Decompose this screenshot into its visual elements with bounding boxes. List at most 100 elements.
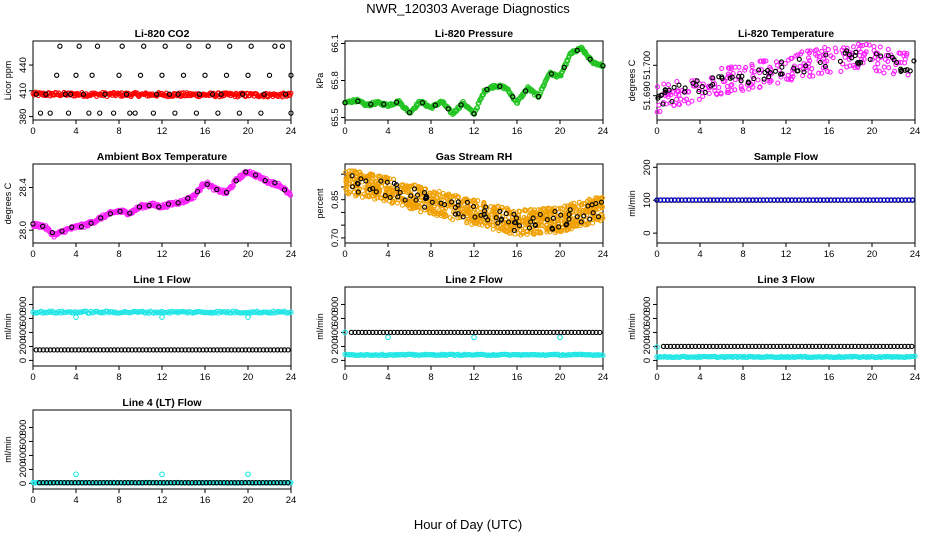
- data-point: [685, 100, 691, 106]
- data-point: [665, 82, 672, 88]
- data-point: [519, 329, 525, 336]
- data-point: [806, 343, 812, 350]
- data-point: [411, 186, 418, 192]
- x-tick-label: 16: [824, 126, 835, 137]
- data-point: [778, 59, 785, 65]
- data-point: [587, 216, 593, 222]
- data-point: [880, 343, 887, 350]
- data-point: [881, 70, 887, 76]
- data-point: [809, 343, 816, 350]
- data-point: [727, 75, 733, 81]
- data-point: [369, 179, 376, 185]
- data-point: [86, 347, 93, 353]
- data-point: [681, 98, 687, 104]
- y-tick-label: 400: [18, 325, 29, 341]
- x-tick-label: 8: [740, 126, 745, 137]
- series-1: [342, 44, 606, 117]
- data-point: [391, 329, 397, 336]
- data-point: [574, 214, 580, 220]
- data-point: [550, 226, 556, 232]
- data-point: [758, 67, 764, 73]
- data-point: [848, 343, 855, 350]
- data-point: [185, 195, 191, 201]
- x-tick-label: 0: [30, 249, 35, 260]
- data-point: [682, 197, 689, 203]
- data-point: [444, 202, 450, 208]
- data-point: [521, 215, 527, 221]
- data-point: [870, 343, 876, 350]
- data-point: [408, 193, 414, 199]
- data-point: [742, 67, 748, 73]
- data-point: [218, 347, 224, 353]
- data-point: [898, 343, 904, 350]
- data-point: [746, 197, 752, 203]
- y-tick-label: 400: [642, 325, 653, 341]
- data-point: [552, 208, 558, 215]
- data-point: [902, 197, 908, 203]
- data-point: [522, 88, 529, 94]
- data-point: [878, 53, 884, 59]
- data-point: [271, 347, 277, 353]
- data-point: [884, 343, 890, 350]
- data-point: [885, 53, 891, 59]
- data-point: [696, 89, 702, 95]
- data-point: [278, 347, 284, 353]
- data-point: [700, 197, 706, 203]
- x-tick-label: 24: [286, 495, 297, 506]
- data-point: [412, 204, 419, 210]
- data-point: [578, 202, 584, 208]
- data-point: [559, 212, 566, 218]
- data-point: [132, 347, 139, 353]
- data-point: [406, 109, 413, 116]
- data-point: [571, 200, 577, 206]
- data-point: [107, 211, 114, 217]
- data-point: [382, 193, 388, 199]
- data-point: [673, 91, 679, 97]
- data-point: [233, 178, 239, 184]
- x-tick-label: 16: [512, 249, 523, 260]
- data-point: [595, 214, 602, 220]
- data-point: [789, 55, 795, 61]
- data-point: [696, 87, 702, 93]
- data-point: [696, 197, 703, 203]
- x-tick-label: 20: [555, 126, 566, 137]
- plot-frame: [32, 40, 292, 121]
- x-tick-label: 16: [200, 495, 211, 506]
- data-point: [707, 197, 713, 203]
- data-point: [375, 173, 381, 179]
- data-point: [578, 219, 584, 225]
- data-point: [186, 347, 192, 353]
- data-point: [69, 224, 75, 230]
- data-point: [391, 180, 397, 186]
- data-point: [506, 219, 512, 225]
- data-point: [495, 220, 501, 226]
- data-point: [249, 347, 256, 353]
- data-point: [558, 329, 564, 336]
- data-point: [359, 329, 365, 336]
- data-point: [164, 347, 171, 353]
- data-point: [419, 329, 426, 336]
- data-point: [706, 343, 713, 350]
- x-tick-label: 24: [286, 372, 297, 383]
- series-1: [342, 329, 606, 359]
- data-point: [845, 343, 851, 350]
- data-point: [731, 343, 738, 350]
- data-point: [395, 194, 401, 200]
- data-point: [196, 347, 203, 353]
- data-point: [728, 88, 734, 94]
- data-point: [736, 353, 742, 360]
- data-point: [813, 343, 819, 350]
- data-point: [510, 94, 516, 100]
- data-point: [866, 343, 872, 350]
- data-point: [452, 211, 459, 217]
- data-point: [503, 228, 509, 234]
- data-point: [168, 347, 174, 353]
- data-point: [203, 347, 210, 353]
- data-point: [743, 197, 749, 203]
- data-point: [654, 344, 660, 350]
- data-point: [445, 106, 451, 112]
- data-point: [427, 190, 433, 196]
- data-point: [676, 82, 682, 88]
- data-point: [375, 185, 381, 191]
